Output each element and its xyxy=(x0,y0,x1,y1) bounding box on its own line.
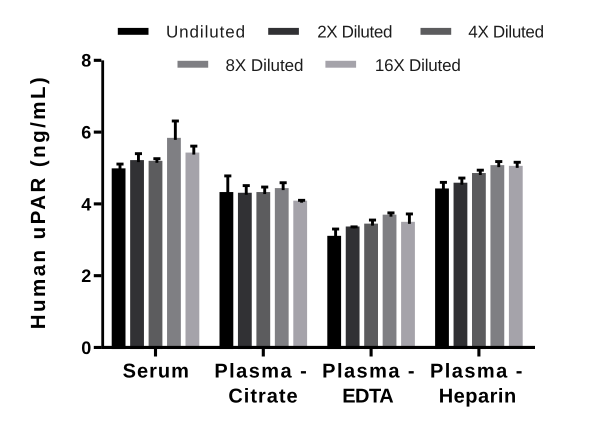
svg-text:Undiluted: Undiluted xyxy=(166,23,246,42)
svg-text:4X Diluted: 4X Diluted xyxy=(468,23,543,42)
svg-text:4: 4 xyxy=(81,194,91,214)
svg-text:Plasma -: Plasma - xyxy=(214,361,308,383)
svg-text:Heparin: Heparin xyxy=(439,386,517,408)
svg-text:8: 8 xyxy=(81,51,91,71)
svg-text:16X Diluted: 16X Diluted xyxy=(375,56,461,75)
svg-text:2X Diluted: 2X Diluted xyxy=(317,23,392,42)
svg-text:0: 0 xyxy=(81,338,91,358)
svg-text:2: 2 xyxy=(81,266,91,286)
svg-text:6: 6 xyxy=(81,123,91,143)
svg-text:Citrate: Citrate xyxy=(228,386,298,408)
svg-text:Human uPAR (ng/mL): Human uPAR (ng/mL) xyxy=(27,75,50,329)
svg-text:EDTA: EDTA xyxy=(342,386,393,408)
svg-text:8X Diluted: 8X Diluted xyxy=(226,56,304,75)
svg-text:Plasma -: Plasma - xyxy=(322,361,416,383)
svg-text:Serum: Serum xyxy=(123,361,190,383)
svg-text:Plasma -: Plasma - xyxy=(430,361,524,383)
